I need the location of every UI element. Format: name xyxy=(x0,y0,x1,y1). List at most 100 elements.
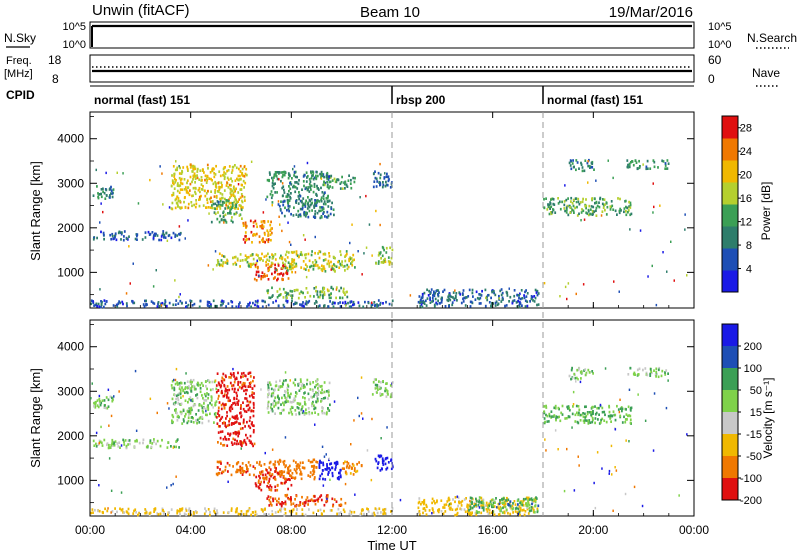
data-cell xyxy=(100,401,103,405)
data-cell xyxy=(277,406,280,410)
data-cell xyxy=(171,174,173,177)
data-cell xyxy=(328,180,331,184)
data-cell xyxy=(639,229,642,232)
data-cell xyxy=(114,440,117,443)
data-cell xyxy=(292,476,294,480)
data-cell xyxy=(230,441,233,444)
data-cell xyxy=(628,165,631,169)
data-cell xyxy=(627,414,629,418)
data-cell xyxy=(193,165,196,169)
data-cell xyxy=(152,236,155,240)
data-cell xyxy=(571,202,574,205)
data-cell xyxy=(111,442,113,446)
data-cell xyxy=(543,282,546,285)
data-cell xyxy=(448,305,450,308)
data-cell xyxy=(469,513,471,516)
data-cell xyxy=(291,413,294,416)
data-cell xyxy=(116,510,118,514)
data-cell xyxy=(262,237,264,240)
data-cell xyxy=(243,470,246,473)
data-cell xyxy=(237,431,239,435)
data-cell xyxy=(249,254,252,257)
data-cell xyxy=(290,410,293,414)
data-cell xyxy=(418,510,421,513)
data-cell xyxy=(500,300,503,303)
data-cell xyxy=(602,206,605,209)
data-cell xyxy=(559,295,561,298)
data-cell xyxy=(257,305,260,308)
data-cell xyxy=(179,299,182,303)
data-cell xyxy=(205,177,208,180)
data-cell xyxy=(380,511,382,514)
data-cell xyxy=(156,234,159,237)
data-cell xyxy=(274,485,277,489)
data-cell xyxy=(267,263,270,266)
data-cell xyxy=(323,287,325,291)
data-cell xyxy=(278,171,280,174)
data-cell xyxy=(386,172,388,176)
data-cell xyxy=(292,508,295,511)
data-cell xyxy=(304,296,306,299)
data-cell xyxy=(302,202,305,206)
data-cell xyxy=(228,388,231,392)
data-cell xyxy=(594,506,597,510)
data-cell xyxy=(295,253,298,256)
data-cell xyxy=(240,188,243,191)
data-cell xyxy=(282,460,285,464)
data-cell xyxy=(342,462,345,465)
data-cell xyxy=(232,437,235,441)
data-cell xyxy=(516,293,518,297)
data-cell xyxy=(196,167,199,171)
data-cell xyxy=(317,305,320,308)
data-cell xyxy=(176,184,179,187)
data-cell xyxy=(232,416,235,419)
data-cell xyxy=(475,290,478,294)
data-cell xyxy=(180,302,183,305)
data-cell xyxy=(322,207,325,211)
data-cell xyxy=(460,501,462,504)
data-cell xyxy=(233,401,236,405)
data-cell xyxy=(305,303,308,306)
data-cell xyxy=(319,209,322,213)
data-cell xyxy=(128,235,130,238)
data-cell xyxy=(447,504,450,507)
data-cell xyxy=(323,411,326,415)
data-cell xyxy=(270,196,273,200)
data-cell xyxy=(493,499,496,502)
data-cell xyxy=(326,463,328,466)
data-cell xyxy=(260,480,262,484)
data-cell xyxy=(310,395,313,399)
data-cell xyxy=(548,414,551,418)
data-cell xyxy=(346,263,349,267)
data-cell xyxy=(155,269,157,272)
data-cell xyxy=(281,385,284,388)
data-cell xyxy=(313,470,316,473)
data-cell xyxy=(201,179,203,182)
data-cell xyxy=(211,179,213,182)
data-cell xyxy=(440,499,443,502)
data-cell xyxy=(192,175,195,179)
data-cell xyxy=(353,419,355,422)
data-cell xyxy=(506,294,509,297)
data-cell xyxy=(528,506,531,510)
data-cell xyxy=(423,507,426,510)
data-cell xyxy=(126,238,129,241)
data-cell xyxy=(196,174,198,177)
data-cell xyxy=(595,209,597,212)
data-cell xyxy=(237,383,239,386)
data-cell xyxy=(235,263,238,266)
data-cell xyxy=(662,160,665,163)
data-cell xyxy=(350,443,352,446)
data-cell xyxy=(121,508,124,511)
data-cell xyxy=(654,373,657,377)
cpid-segment-label: normal (fast) 151 xyxy=(94,93,190,107)
data-cell xyxy=(106,443,108,447)
data-cell xyxy=(345,252,348,256)
data-cell xyxy=(381,467,383,471)
data-cell xyxy=(137,202,140,205)
data-cell xyxy=(226,461,229,465)
data-cell xyxy=(254,467,256,470)
data-cell xyxy=(249,371,252,375)
data-cell xyxy=(106,406,109,410)
data-cell xyxy=(389,186,392,189)
